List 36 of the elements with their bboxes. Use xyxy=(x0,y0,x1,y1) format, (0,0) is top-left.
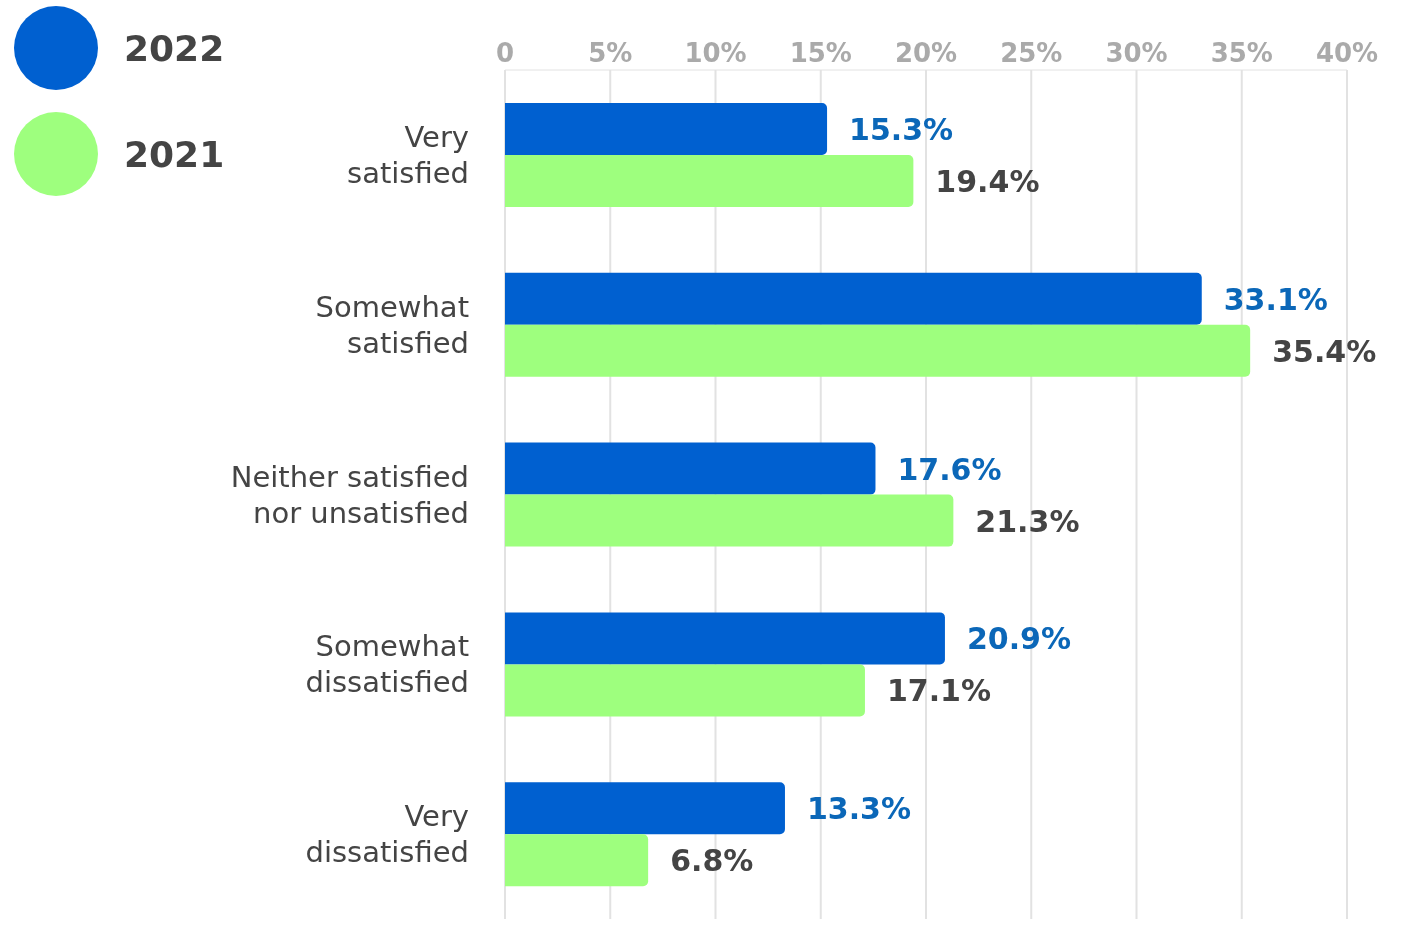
data-label: 17.1% xyxy=(886,673,992,709)
x-tick-label: 35% xyxy=(1210,38,1273,68)
bar xyxy=(505,782,785,835)
x-tick-label: 5% xyxy=(588,38,633,68)
data-label: 15.3% xyxy=(849,112,954,147)
bar xyxy=(505,612,945,665)
x-tick-label: 15% xyxy=(789,38,852,68)
legend-label: 2021 xyxy=(124,133,225,175)
data-label: 35.4% xyxy=(1272,333,1377,369)
data-label: 33.1% xyxy=(1223,281,1328,317)
bar xyxy=(505,324,1251,377)
x-tick-label: 0 xyxy=(495,38,515,68)
data-label: 13.3% xyxy=(806,791,912,827)
bar xyxy=(505,834,649,887)
x-tick-label: 40% xyxy=(1315,38,1379,68)
bar xyxy=(505,664,865,717)
y-tick-label: Very satisfied xyxy=(347,119,469,190)
y-tick-label: Very dissatisfied xyxy=(305,799,469,870)
data-label: 19.4% xyxy=(935,164,1040,199)
y-tick-label: Somewhat satisfied xyxy=(315,289,469,360)
data-label: 20.9% xyxy=(966,621,1072,657)
x-tick-label: 10% xyxy=(684,38,747,68)
x-tick-label: 20% xyxy=(894,38,958,68)
data-label: 6.8% xyxy=(670,843,754,879)
legend-label: 2022 xyxy=(124,27,225,69)
x-tick-label: 25% xyxy=(1000,38,1063,68)
data-label: 17.6% xyxy=(897,451,1002,487)
bar xyxy=(505,442,876,495)
y-tick-label: Somewhat dissatisfied xyxy=(305,629,469,700)
bar xyxy=(505,494,954,547)
data-label: 21.3% xyxy=(975,503,1080,539)
x-tick-label: 30% xyxy=(1105,38,1168,68)
bar xyxy=(505,272,1202,325)
y-tick-label: Neither satisfied nor unsatisfied xyxy=(230,459,469,530)
bar xyxy=(505,103,828,155)
bar xyxy=(505,155,914,207)
